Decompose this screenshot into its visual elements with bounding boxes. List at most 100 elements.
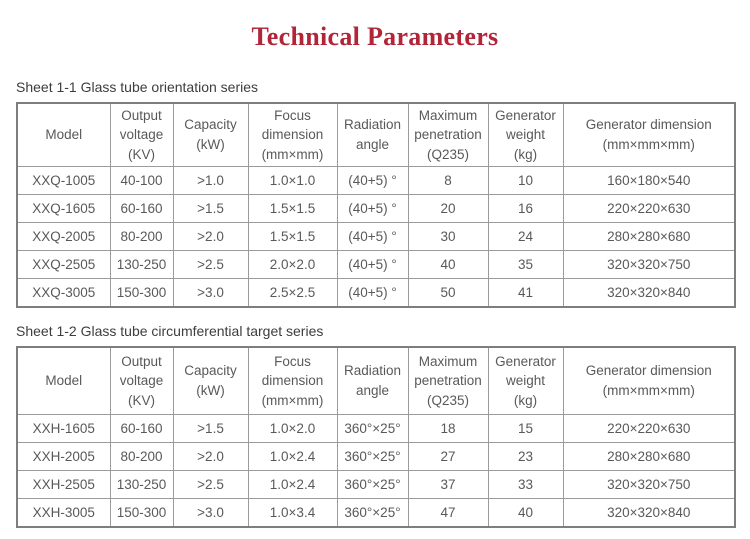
table-cell: (40+5) °: [336, 166, 409, 195]
table-cell: XXQ-2005: [16, 222, 111, 251]
table-row: XXH-1605 60-160 >1.5 1.0×2.0 360°×25° 18 15 220…: [16, 414, 736, 443]
table-cell: 360°×25°: [336, 414, 409, 443]
table-cell: 40: [487, 498, 564, 528]
table-cell: 320×320×840: [562, 278, 736, 308]
table-cell: 280×280×680: [562, 222, 736, 251]
table-cell: XXH-2505: [16, 470, 111, 499]
table-row: XXQ-1005 40-100 >1.0 1.0×1.0 (40+5) ° 8 10 160×…: [16, 166, 736, 195]
table-cell: 1.0×2.4: [247, 442, 338, 471]
header-row: Model Output voltage (KV) Capacity (kW) Foc…: [16, 346, 736, 415]
table-cell: 1.0×2.0: [247, 414, 338, 443]
table-cell: XXQ-1605: [16, 194, 111, 223]
page-title: Technical Parameters: [251, 22, 499, 51]
table-cell: XXQ-3005: [16, 278, 111, 308]
table-cell: 27: [407, 442, 489, 471]
table-cell: 47: [407, 498, 489, 528]
table-cell: 280×280×680: [562, 442, 736, 471]
table-cell: 1.0×2.4: [247, 470, 338, 499]
table-cell: 1.0×3.4: [247, 498, 338, 528]
table-cell: XXQ-2505: [16, 250, 111, 279]
table-cell: 60-160: [109, 414, 174, 443]
table-cell: 50: [407, 278, 489, 308]
table-cell: >3.0: [172, 278, 249, 308]
table-cell: 40: [407, 250, 489, 279]
column-header: Generator dimension (mm×mm×mm): [562, 102, 736, 167]
table-row: XXQ-2005 80-200 >2.0 1.5×1.5 (40+5) ° 30 24 280…: [16, 222, 736, 251]
table-cell: 2.0×2.0: [247, 250, 338, 279]
table-cell: 33: [487, 470, 564, 499]
column-header: Radiation angle: [336, 346, 409, 415]
table-cell: 2.5×2.5: [247, 278, 338, 308]
sheet-1-1-caption: Sheet 1-1 Glass tube orientation series: [16, 79, 259, 95]
column-header: Capacity (kW): [172, 346, 249, 415]
column-header: Generator weight (kg): [487, 346, 564, 415]
column-header: Capacity (kW): [172, 102, 249, 167]
table-cell: 80-200: [109, 442, 174, 471]
column-header: Model: [16, 102, 111, 167]
table-cell: XXH-2005: [16, 442, 111, 471]
table-cell: 80-200: [109, 222, 174, 251]
table-row: XXQ-3005 150-300 >3.0 2.5×2.5 (40+5) ° 50 41 32…: [16, 278, 736, 308]
table-cell: 20: [407, 194, 489, 223]
table-cell: 18: [407, 414, 489, 443]
table-cell: 150-300: [109, 278, 174, 308]
header-row: Model Output voltage (KV) Capacity (kW) Foc…: [16, 102, 736, 167]
table-cell: 16: [487, 194, 564, 223]
table-cell: (40+5) °: [336, 278, 409, 308]
table-cell: (40+5) °: [336, 194, 409, 223]
table-cell: >3.0: [172, 498, 249, 528]
column-header: Output voltage (KV): [109, 102, 174, 167]
column-header: Maximum penetration (Q235): [407, 102, 489, 167]
column-header: Focus dimension (mm×mm): [247, 346, 338, 415]
column-header: Output voltage (KV): [109, 346, 174, 415]
table-cell: (40+5) °: [336, 222, 409, 251]
table-cell: >1.5: [172, 194, 249, 223]
table-cell: 360°×25°: [336, 442, 409, 471]
table-cell: 1.5×1.5: [247, 222, 338, 251]
table-cell: >2.0: [172, 442, 249, 471]
column-header: Model: [16, 346, 111, 415]
table-cell: XXQ-1005: [16, 166, 111, 195]
column-header: Generator weight (kg): [487, 102, 564, 167]
table-cell: 150-300: [109, 498, 174, 528]
table-cell: 320×320×840: [562, 498, 736, 528]
glass-tube-circumferential-table: Model Output voltage (KV) Capacity (kW) Foc…: [16, 346, 736, 528]
table-cell: 130-250: [109, 250, 174, 279]
table-cell: 10: [487, 166, 564, 195]
table-cell: 24: [487, 222, 564, 251]
column-header: Focus dimension (mm×mm): [247, 102, 338, 167]
table-cell: 37: [407, 470, 489, 499]
table-cell: 360°×25°: [336, 470, 409, 499]
table-cell: 1.0×1.0: [247, 166, 338, 195]
table-cell: >1.5: [172, 414, 249, 443]
table-cell: >1.0: [172, 166, 249, 195]
table-cell: 35: [487, 250, 564, 279]
table-cell: 15: [487, 414, 564, 443]
table-cell: >2.0: [172, 222, 249, 251]
table-cell: 8: [407, 166, 489, 195]
table-row: XXH-2005 80-200 >2.0 1.0×2.4 360°×25° 27 23 280…: [16, 442, 736, 471]
table-row: XXQ-2505 130-250 >2.5 2.0×2.0 (40+5) ° 40 35 32…: [16, 250, 736, 279]
table-cell: 160×180×540: [562, 166, 736, 195]
table-cell: XXH-3005: [16, 498, 111, 528]
table-cell: >2.5: [172, 470, 249, 499]
glass-tube-orientation-table: Model Output voltage (KV) Capacity (kW) Foc…: [16, 102, 736, 308]
table-cell: >2.5: [172, 250, 249, 279]
table-cell: 320×320×750: [562, 250, 736, 279]
table-cell: 41: [487, 278, 564, 308]
table-cell: 40-100: [109, 166, 174, 195]
column-header: Radiation angle: [336, 102, 409, 167]
table-cell: (40+5) °: [336, 250, 409, 279]
table-row: XXH-3005 150-300 >3.0 1.0×3.4 360°×25° 47 40 32…: [16, 498, 736, 528]
table-cell: 23: [487, 442, 564, 471]
table-cell: 220×220×630: [562, 194, 736, 223]
table-cell: 60-160: [109, 194, 174, 223]
table-cell: 320×320×750: [562, 470, 736, 499]
table-row: XXH-2505 130-250 >2.5 1.0×2.4 360°×25° 37 33 32…: [16, 470, 736, 499]
table-cell: 130-250: [109, 470, 174, 499]
table-row: XXQ-1605 60-160 >1.5 1.5×1.5 (40+5) ° 20 16 220…: [16, 194, 736, 223]
table-cell: 360°×25°: [336, 498, 409, 528]
table-cell: 220×220×630: [562, 414, 736, 443]
table-cell: 1.5×1.5: [247, 194, 338, 223]
column-header: Maximum penetration (Q235): [407, 346, 489, 415]
